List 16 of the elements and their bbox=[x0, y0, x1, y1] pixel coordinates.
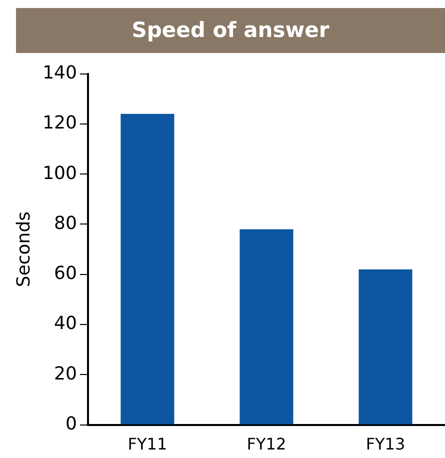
y-tick-label: 0 bbox=[66, 413, 77, 434]
y-tick-label: 40 bbox=[54, 313, 77, 334]
y-tick-label: 80 bbox=[54, 212, 77, 234]
x-tick-label: FY12 bbox=[246, 434, 286, 454]
y-tick-label: 100 bbox=[42, 162, 77, 184]
x-tick-label: FY11 bbox=[128, 434, 168, 454]
chart-title: Speed of answer bbox=[16, 8, 445, 53]
y-tick-label: 20 bbox=[54, 363, 77, 384]
y-tick-label: 140 bbox=[42, 62, 77, 84]
y-axis-title: Seconds bbox=[13, 211, 34, 288]
bar bbox=[240, 229, 294, 424]
bar bbox=[120, 114, 174, 424]
y-tick-label: 60 bbox=[54, 263, 77, 284]
x-tick-label: FY13 bbox=[366, 434, 406, 454]
bar bbox=[358, 269, 412, 424]
y-tick-label: 120 bbox=[42, 112, 77, 134]
